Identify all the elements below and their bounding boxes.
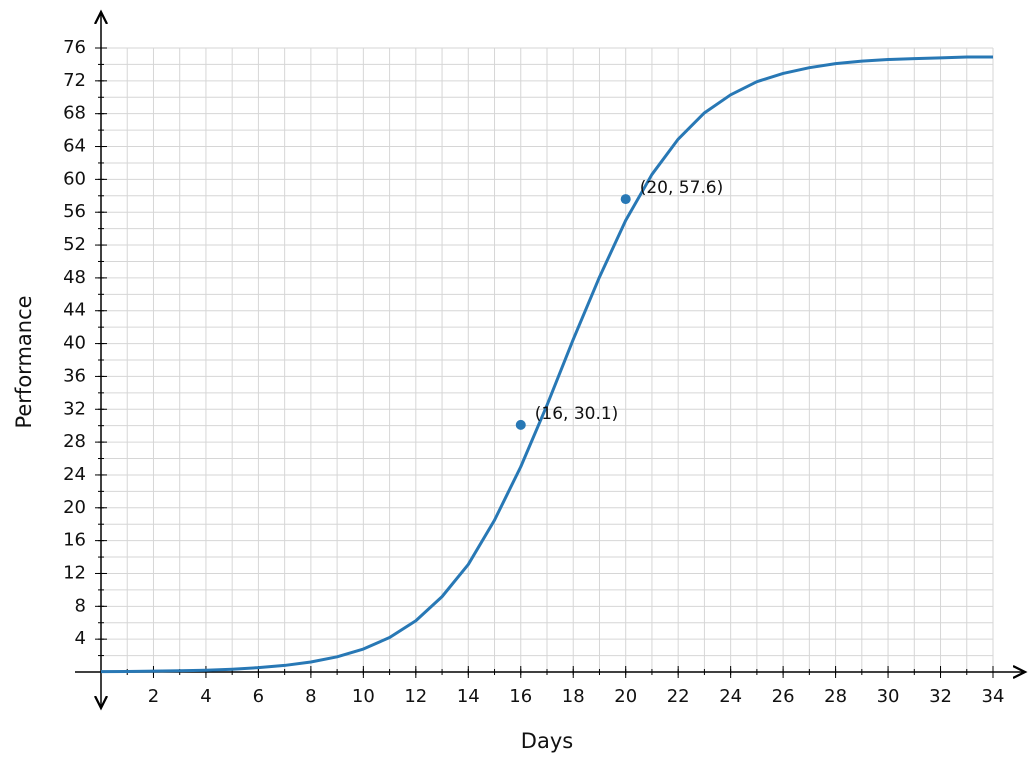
y-tick-label: 32 (63, 398, 86, 419)
y-tick-label: 60 (63, 168, 86, 189)
y-tick-label: 12 (63, 562, 86, 583)
x-tick-label: 12 (404, 686, 427, 707)
x-tick-label: 14 (457, 686, 480, 707)
x-tick-label: 10 (352, 686, 375, 707)
point-label: (20, 57.6) (640, 178, 724, 198)
y-tick-label: 56 (63, 201, 86, 222)
y-tick-label: 20 (63, 497, 86, 518)
line-series (100, 55, 993, 674)
x-tick-label: 20 (614, 686, 637, 707)
x-tick-label: 34 (982, 686, 1005, 707)
x-tick-label: 30 (877, 686, 900, 707)
x-axis-label: Days (521, 729, 573, 753)
y-tick-label: 48 (63, 267, 86, 288)
y-tick-label: 16 (63, 530, 86, 551)
x-tick-label: 26 (772, 686, 795, 707)
x-tick-label: 32 (929, 686, 952, 707)
x-tick-label: 24 (719, 686, 742, 707)
x-tick-label: 4 (200, 686, 211, 707)
x-tick-label: 6 (253, 686, 264, 707)
point (515, 419, 526, 430)
y-axis-label: Performance (12, 295, 36, 428)
x-tick-label: 2 (148, 686, 159, 707)
x-tick-label: 8 (305, 686, 316, 707)
y-tick-label: 64 (63, 136, 86, 157)
y-tick-label: 4 (75, 628, 86, 649)
x-tick-label: 22 (667, 686, 690, 707)
y-tick-label: 68 (63, 103, 86, 124)
y-tick-label: 40 (63, 333, 86, 354)
y-tick-label: 8 (75, 595, 86, 616)
y-tick-label: 44 (63, 300, 86, 321)
x-tick-label: 18 (562, 686, 585, 707)
y-tick-label: 24 (63, 464, 86, 485)
y-tick-label: 52 (63, 234, 86, 255)
y-tick-label: 28 (63, 431, 86, 452)
x-tick-label: 16 (509, 686, 532, 707)
grid (100, 47, 994, 673)
y-tick-label: 76 (63, 37, 86, 58)
x-tick-label: 28 (824, 686, 847, 707)
y-tick-label: 36 (63, 365, 86, 386)
point (620, 194, 631, 205)
point-label: (16, 30.1) (535, 404, 619, 424)
y-tick-label: 72 (63, 70, 86, 91)
